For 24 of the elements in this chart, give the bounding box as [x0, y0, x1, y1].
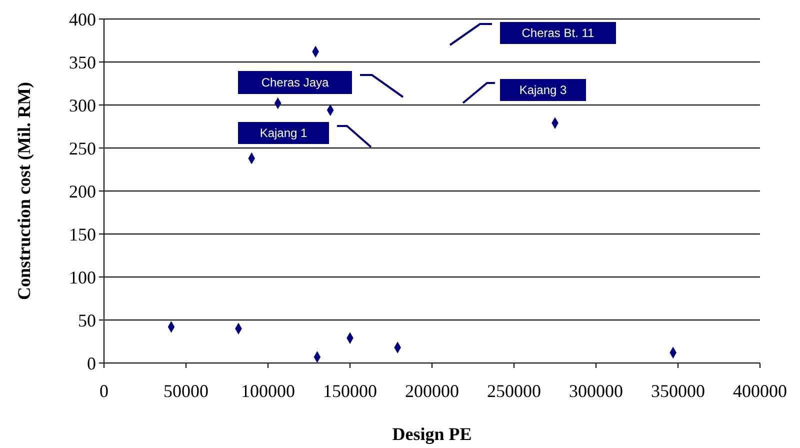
x-tick-label: 250000 [487, 381, 541, 401]
x-tick-label: 50000 [164, 381, 208, 401]
x-tick-label: 0 [100, 381, 108, 401]
y-tick-label: 100 [69, 267, 96, 288]
y-tick-label: 0 [87, 353, 96, 374]
annotation: Kajang 1 [260, 126, 308, 140]
x-tick-label: 100000 [241, 381, 295, 401]
y-tick-label: 200 [69, 181, 96, 202]
x-tick-label: 200000 [405, 381, 459, 401]
y-axis-title: Construction cost (Mil. RM) [14, 82, 34, 300]
x-tick-label: 300000 [569, 381, 623, 401]
x-tick-label: 350000 [651, 381, 705, 401]
y-tick-label: 150 [69, 224, 96, 244]
x-tick-label: 150000 [323, 381, 377, 401]
y-tick-label: 400 [69, 9, 96, 30]
x-tick-label: 400000 [733, 381, 787, 401]
y-tick-label: 50 [78, 310, 96, 330]
y-tick-label: 250 [69, 138, 96, 158]
y-tick-label: 350 [69, 52, 96, 72]
x-axis-title: Design PE [392, 424, 472, 444]
annotation: Cheras Bt. 11 [522, 26, 595, 40]
annotation: Cheras Jaya [261, 76, 330, 90]
y-tick-label: 300 [69, 95, 96, 116]
annotation: Kajang 3 [519, 83, 568, 98]
